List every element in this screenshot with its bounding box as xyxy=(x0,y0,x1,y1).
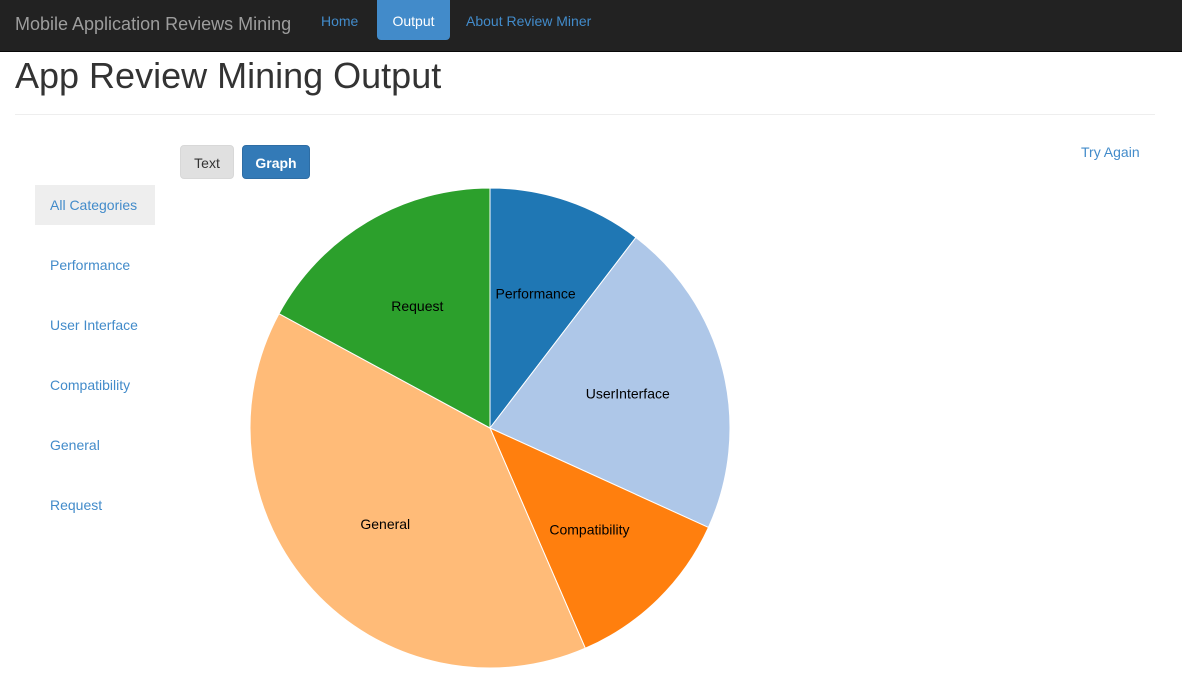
pie-label-performance: Performance xyxy=(495,286,575,302)
sidebar-item-general[interactable]: General xyxy=(50,437,100,453)
pie-label-userinterface: UserInterface xyxy=(586,386,670,402)
pie-slice-performance[interactable] xyxy=(489,187,637,430)
pie-slice-compatibility[interactable] xyxy=(489,427,710,649)
pie-slice-general[interactable] xyxy=(249,313,586,669)
nav-home[interactable]: Home xyxy=(321,13,359,29)
sidebar-item-user-interface[interactable]: User Interface xyxy=(50,317,138,333)
brand-title[interactable]: Mobile Application Reviews Mining xyxy=(15,14,292,34)
sidebar-item-all-categories[interactable]: All Categories xyxy=(35,185,155,225)
navbar: Mobile Application Reviews Mining Home O… xyxy=(0,0,1182,52)
sidebar-item-compatibility[interactable]: Compatibility xyxy=(50,377,131,393)
sidebar-item-performance[interactable]: Performance xyxy=(50,257,131,273)
pie-slice-request[interactable] xyxy=(278,187,491,429)
category-pie-chart: Performance UserInterface Compatibility Gen… xyxy=(249,187,731,669)
nav-output[interactable]: Output xyxy=(377,0,450,40)
pie-label-request: Request xyxy=(391,298,443,314)
text-view-button[interactable]: Text xyxy=(180,145,234,179)
sidebar-item-request[interactable]: Request xyxy=(50,497,103,513)
graph-view-button[interactable]: Graph xyxy=(242,145,310,179)
divider xyxy=(15,114,1155,115)
nav-about[interactable]: About Review Miner xyxy=(466,13,592,29)
pie-label-compatibility: Compatibility xyxy=(549,521,629,537)
try-again-link[interactable]: Try Again xyxy=(1081,144,1140,160)
pie-label-general: General xyxy=(360,516,410,532)
page-title: App Review Mining Output xyxy=(15,55,442,96)
